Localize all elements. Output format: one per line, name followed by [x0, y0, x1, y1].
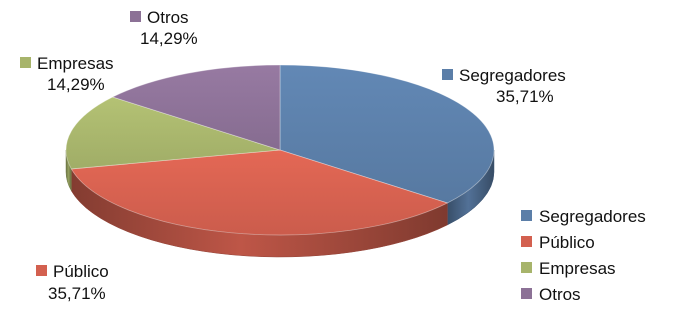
slice-publico — [70, 149, 449, 236]
label-swatch-empresas — [20, 57, 31, 68]
legend-item-publico: Público — [539, 233, 595, 252]
data-label-category-otros: Otros — [147, 8, 189, 27]
pie-slices — [65, 64, 495, 236]
legend-swatch-otros — [521, 288, 532, 299]
slice-empresas — [65, 96, 281, 170]
label-swatch-publico — [36, 265, 47, 276]
data-label-category-empresas: Empresas — [37, 54, 114, 73]
label-swatch-segregadores — [442, 69, 453, 80]
data-label-value-segregadores: 35,71% — [496, 87, 554, 106]
legend-swatch-segregadores — [521, 210, 532, 221]
data-labels: Segregadores 35,71% Público 35,71% Empresas 1… — [20, 8, 566, 303]
legend: Segregadores Público Empresas Otros — [521, 207, 646, 304]
data-label-value-otros: 14,29% — [140, 29, 198, 48]
legend-swatch-empresas — [521, 262, 532, 273]
legend-item-otros: Otros — [539, 285, 581, 304]
data-label-category-segregadores: Segregadores — [459, 66, 566, 85]
slice-otros — [111, 64, 281, 151]
legend-swatch-publico — [521, 236, 532, 247]
label-swatch-otros — [130, 11, 141, 22]
slice-segregadores — [279, 64, 495, 204]
legend-item-segregadores: Segregadores — [539, 207, 646, 226]
data-label-value-empresas: 14,29% — [47, 75, 105, 94]
legend-item-empresas: Empresas — [539, 259, 616, 278]
data-label-value-publico: 35,71% — [48, 284, 106, 303]
data-label-category-publico: Público — [53, 262, 109, 281]
